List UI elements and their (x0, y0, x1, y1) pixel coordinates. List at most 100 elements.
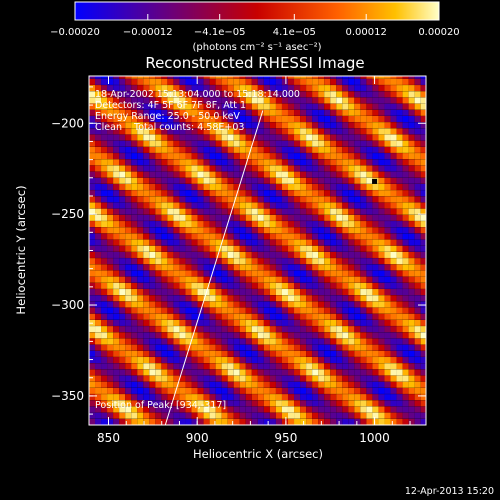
heatmap-cell (342, 183, 349, 190)
heatmap-cell (402, 387, 409, 394)
heatmap-cell (179, 196, 186, 203)
heatmap-cell (101, 264, 108, 271)
heatmap-cell (354, 313, 361, 320)
heatmap-cell (324, 295, 331, 302)
heatmap-cell (275, 233, 282, 240)
annotation-detectors: Detectors: 4F 5F 6F 7F 8F, Att 1 (95, 100, 246, 111)
heatmap-cell (390, 190, 397, 197)
heatmap-cell (420, 400, 426, 407)
heatmap-cell (89, 307, 95, 314)
heatmap-cell (227, 357, 234, 364)
heatmap-cell (384, 134, 391, 141)
heatmap-cell (131, 375, 138, 382)
heatmap-cell (330, 134, 337, 141)
heatmap-cell (348, 319, 355, 326)
heatmap-cell (215, 295, 222, 302)
heatmap-cell (372, 245, 379, 252)
heatmap-cell (354, 338, 361, 345)
heatmap-cell (113, 338, 120, 345)
heatmap-cell (203, 115, 210, 122)
heatmap-cell (312, 258, 319, 265)
heatmap-cell (324, 165, 331, 172)
heatmap-cell (251, 239, 258, 246)
heatmap-cell (131, 183, 138, 190)
heatmap-cell (119, 109, 126, 116)
heatmap-cell (275, 115, 282, 122)
heatmap-cell (113, 313, 120, 320)
heatmap-cell (312, 103, 319, 110)
heatmap-cell (360, 289, 367, 296)
heatmap-cell (149, 214, 156, 221)
heatmap-cell (366, 171, 373, 178)
heatmap-cell (131, 134, 138, 141)
heatmap-cell (101, 326, 108, 333)
heatmap-cell (420, 412, 426, 419)
heatmap-cell (402, 412, 409, 419)
heatmap-cell (378, 245, 385, 252)
heatmap-cell (227, 344, 234, 351)
heatmap-cell (342, 196, 349, 203)
heatmap-cell (281, 418, 288, 425)
heatmap-cell (215, 307, 222, 314)
heatmap-cell (324, 183, 331, 190)
heatmap-cell (221, 146, 228, 153)
heatmap-cell (402, 369, 409, 376)
heatmap-cell (390, 307, 397, 314)
heatmap-cell (288, 282, 295, 289)
heatmap-cell (354, 202, 361, 209)
heatmap-cell (227, 159, 234, 166)
heatmap-cell (143, 282, 150, 289)
heatmap-cell (269, 295, 276, 302)
heatmap-cell (173, 165, 180, 172)
heatmap-cell (324, 233, 331, 240)
heatmap-cell (107, 301, 114, 308)
heatmap-cell (360, 363, 367, 370)
heatmap-cell (306, 97, 313, 104)
heatmap-cell (263, 85, 270, 92)
heatmap-cell (300, 103, 307, 110)
heatmap-cell (288, 140, 295, 147)
heatmap-cell (173, 109, 180, 116)
heatmap-cell (179, 202, 186, 209)
heatmap-cell (294, 418, 301, 425)
heatmap-cell (233, 375, 240, 382)
heatmap-cell (245, 109, 252, 116)
heatmap-cell (414, 85, 421, 92)
heatmap-cell (294, 400, 301, 407)
heatmap-cell (275, 183, 282, 190)
heatmap-cell (275, 369, 282, 376)
heatmap-cell (161, 177, 168, 184)
heatmap-cell (306, 406, 313, 413)
heatmap-cell (107, 78, 114, 85)
heatmap-cell (384, 97, 391, 104)
heatmap-cell (372, 313, 379, 320)
heatmap-cell (366, 381, 373, 388)
heatmap-cell (402, 128, 409, 135)
heatmap-cell (402, 363, 409, 370)
heatmap-cell (179, 270, 186, 277)
heatmap-cell (245, 76, 252, 79)
heatmap-cell (384, 76, 391, 79)
heatmap-cell (294, 165, 301, 172)
heatmap-cell (149, 103, 156, 110)
heatmap-cell (251, 307, 258, 314)
heatmap-cell (185, 196, 192, 203)
heatmap-cell (215, 251, 222, 258)
heatmap-cell (155, 301, 162, 308)
heatmap-cell (203, 369, 210, 376)
heatmap-cell (155, 103, 162, 110)
heatmap-cell (306, 159, 313, 166)
heatmap-cell (330, 313, 337, 320)
heatmap-cell (354, 78, 361, 85)
heatmap-cell (119, 214, 126, 221)
heatmap-cell (107, 128, 114, 135)
heatmap-cell (263, 115, 270, 122)
heatmap-cell (239, 412, 246, 419)
heatmap-cell (372, 289, 379, 296)
heatmap-cell (239, 406, 246, 413)
heatmap-cell (306, 326, 313, 333)
heatmap-cell (396, 282, 403, 289)
heatmap-cell (227, 363, 234, 370)
heatmap-cell (378, 270, 385, 277)
heatmap-cell (119, 227, 126, 234)
